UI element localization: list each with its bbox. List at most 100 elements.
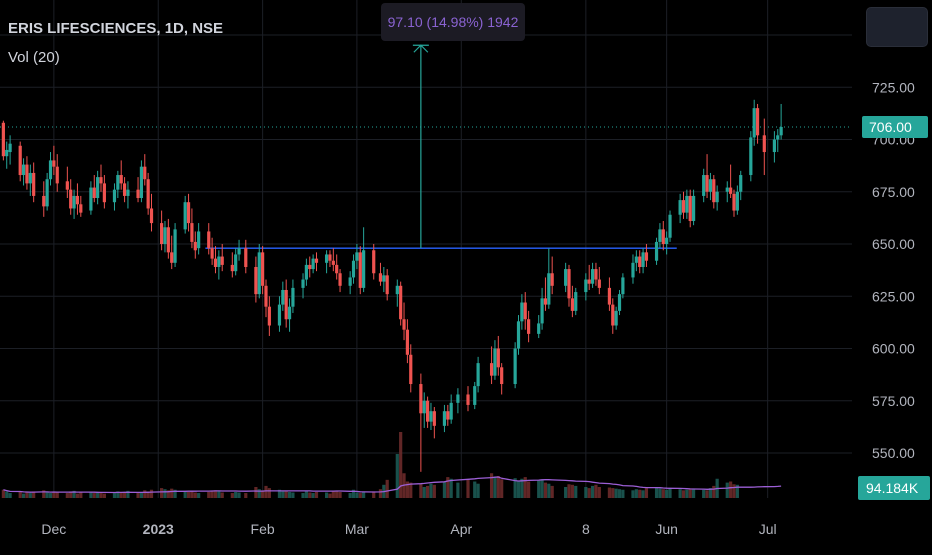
volume-bar [631,490,635,498]
volume-bar [287,491,292,498]
time-tick-label: Jul [759,521,777,537]
candle-body [143,166,147,180]
measure-layer [412,44,429,249]
volume-bar [489,473,494,498]
candle-body [220,256,224,265]
volume-bar [594,484,598,498]
volume-bar [419,484,423,498]
candle-body [48,160,53,180]
volume-bar [621,489,625,498]
volume-bar [638,489,642,498]
candle-body [291,287,295,307]
volume-bar [527,481,531,498]
volume-bar [399,432,403,498]
last-price-tag [862,115,928,138]
grid [0,0,852,498]
candle-body [213,258,218,267]
candle-body [749,137,753,176]
volume-bar [668,488,672,498]
time-tick-label: Jun [655,521,678,537]
volume-bar [146,491,150,498]
candle-body [456,394,460,403]
candle-body [473,386,477,405]
candle-body [409,354,413,385]
candle-body [331,260,335,265]
candle-body [712,179,716,203]
volume-bar [540,479,544,498]
candle-body [399,285,403,320]
volume-bar [543,482,548,498]
candle-body [779,126,783,136]
candle-body [385,275,389,295]
volume-bar [149,489,154,498]
volume-bar [725,482,729,498]
candle-body [658,229,662,242]
candle-body [419,384,423,414]
candle-body [678,200,682,215]
candle-body [348,277,352,286]
candle-body [190,223,194,242]
volume-bar [234,491,238,498]
candle-body [587,279,591,284]
volume-bar [328,493,332,498]
volume-bar [301,493,305,498]
volume-bar [466,479,470,498]
volume-bar [79,492,83,498]
candle-body [426,400,430,422]
candle-body [301,279,305,288]
candle-body [281,289,285,305]
volume-bar [264,485,268,498]
candle-body [237,248,241,255]
volume-bar [362,491,366,498]
candle-body [170,252,174,263]
volume-bar [122,491,127,498]
volume-bar [708,488,713,498]
candle-body [493,348,497,376]
volume-bar [193,492,197,498]
volume-bar [32,491,36,498]
candle-body [634,256,638,263]
candle-body [112,189,117,203]
candle-body [564,269,568,286]
candle-body [739,175,743,192]
time-tick-label: 8 [582,521,590,537]
volume-bar [45,492,49,498]
volume-bar [55,492,59,498]
volume-indicator-label[interactable]: Vol (20) [8,49,60,66]
candle-body [304,264,308,280]
price-tick-label: 725.00 [872,79,915,95]
volume-bar [395,454,399,498]
volume-layer [1,432,782,498]
chart-settings-button[interactable] [866,7,928,47]
volume-bar [311,493,315,498]
volume-bar [21,493,26,498]
volume-bar [257,489,261,498]
candle-body [372,250,376,274]
candle-body [122,183,127,196]
volume-bar [183,490,187,498]
volume-bar [681,490,686,498]
candle-body [8,143,12,153]
candle-body [665,237,669,244]
candle-body [55,166,59,184]
candle-body [254,266,258,295]
candle-body [638,256,642,267]
candle-body [119,175,123,184]
symbol-title[interactable]: ERIS LIFESCIENCES, 1D, NSE [8,20,224,37]
volume-bar [291,492,295,498]
volume-bar [691,489,696,498]
candle-body [136,189,140,199]
candle-body [261,252,265,286]
volume-bar [254,487,258,498]
candle-body [311,258,315,270]
candle-body [500,367,504,385]
volume-bar [338,491,342,498]
volume-bar [92,493,96,498]
candle-body [96,177,100,199]
candle-body [335,264,339,274]
candle-body [520,302,524,322]
candle-body [688,195,692,222]
volume-bar [324,492,329,498]
